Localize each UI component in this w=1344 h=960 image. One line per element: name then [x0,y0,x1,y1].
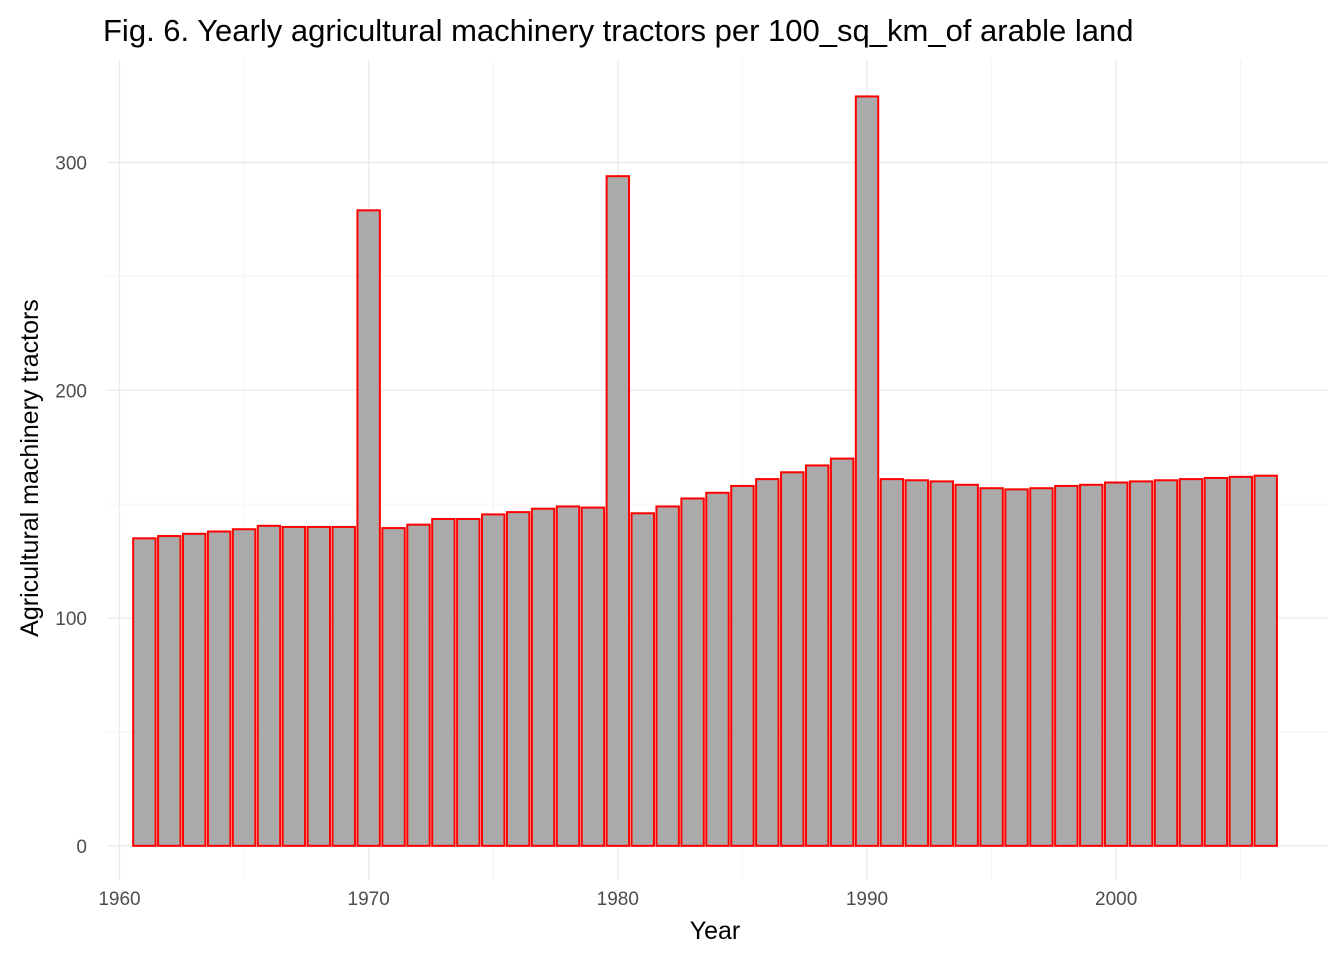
bar-1989 [829,457,855,847]
bar-1966 [256,524,282,847]
bar-2004 [1203,476,1229,847]
bar-1981 [630,512,655,847]
y-tick-label: 0 [76,837,87,858]
bar-1971 [381,527,406,847]
bar-1976 [505,511,531,847]
bar-1983 [680,497,705,847]
bar-1962 [157,535,182,847]
bar-1986 [755,478,780,847]
chart-title: Fig. 6. Yearly agricultural machinery tr… [103,13,1133,48]
y-axis-title: Agricultural machinery tractors [16,299,44,637]
y-tick-label: 100 [55,609,87,630]
bar-1979 [580,506,606,847]
bar-1968 [306,525,332,847]
y-tick-label: 200 [55,381,87,402]
x-tick-label: 1970 [348,889,390,910]
bar-2000 [1103,481,1129,847]
bars [132,95,1278,847]
bar-1998 [1054,484,1079,847]
bar-1972 [406,523,431,847]
bar-1985 [730,484,755,847]
bar-1984 [705,491,730,847]
bar-1964 [206,530,232,847]
x-axis-ticks: 1960 1970 1980 1990 2000 [98,889,1137,910]
bar-1963 [182,532,207,847]
x-tick-label: 1990 [846,889,888,910]
bar-1967 [281,525,307,847]
y-axis-ticks: 0 100 200 300 [55,154,87,858]
bar-1969 [331,525,356,847]
bar-1991 [879,478,905,847]
bar-1982 [655,505,680,847]
x-tick-label: 1980 [597,889,639,910]
bar-1970 [356,209,381,847]
bar-1961 [132,537,157,847]
bar-1980 [605,175,631,847]
bar-1993 [929,480,954,847]
bar-1977 [530,507,556,847]
bar-1994 [954,483,979,847]
bar-1990 [854,95,880,847]
y-tick-label: 300 [55,154,87,175]
bar-2001 [1128,480,1154,847]
bar-1999 [1079,483,1104,847]
bar-2005 [1228,475,1253,847]
bar-2006 [1253,474,1278,847]
x-tick-label: 2000 [1095,889,1137,910]
bar-1997 [1029,487,1054,847]
bar-2002 [1153,479,1179,847]
bar-1996 [1004,488,1029,847]
bar-1995 [979,487,1004,847]
bar-1992 [904,479,930,847]
x-tick-label: 1960 [98,889,140,910]
bar-1965 [231,528,257,847]
x-axis-title: Year [690,917,741,945]
bar-1974 [456,517,481,847]
bar-1987 [780,471,805,847]
bar-2003 [1178,478,1204,847]
bar-1973 [431,517,456,847]
bar-1988 [804,464,830,847]
bar-1978 [555,505,581,847]
bar-1975 [481,513,506,847]
